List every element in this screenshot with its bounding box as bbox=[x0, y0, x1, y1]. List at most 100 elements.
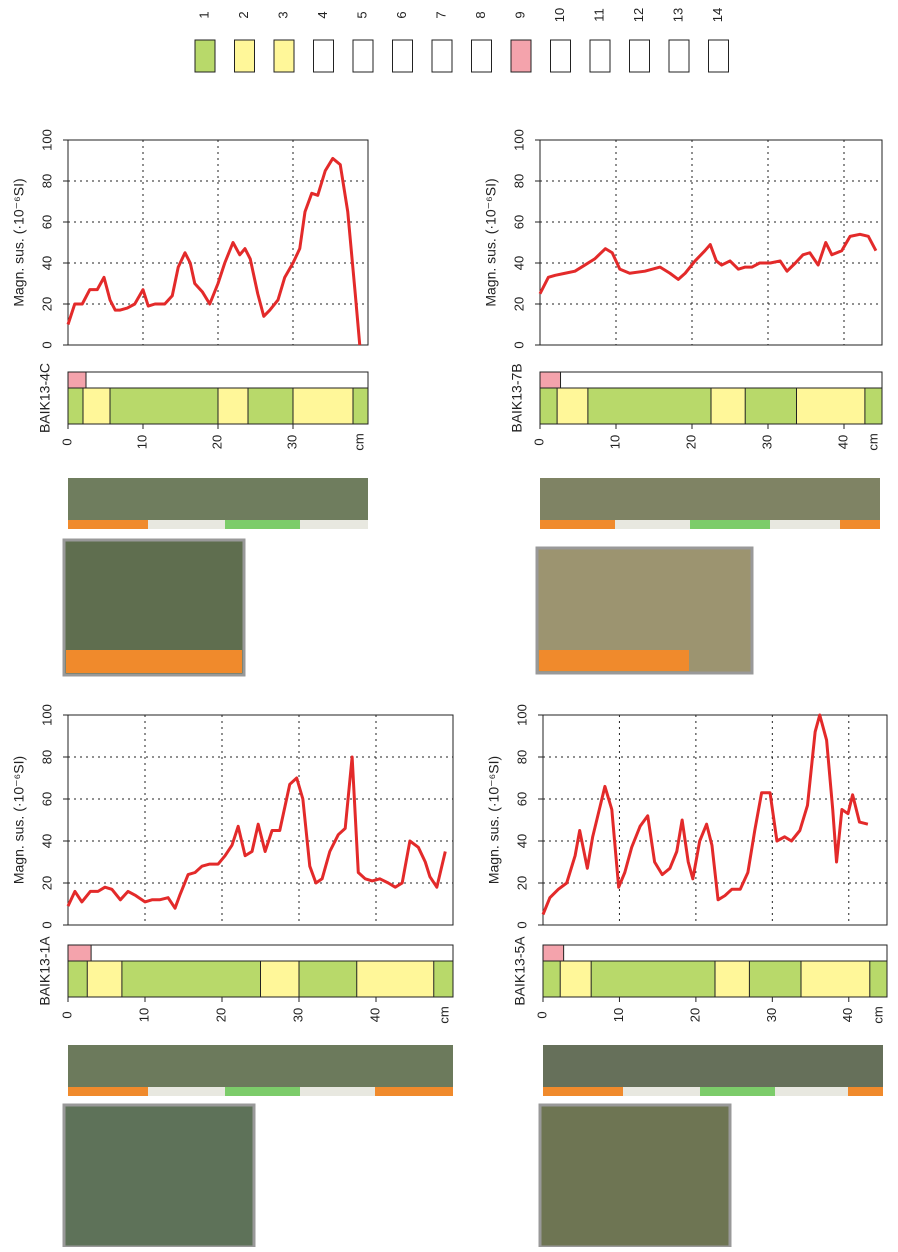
y-tick-label: 20 bbox=[39, 876, 54, 890]
y-axis-label: Magn. sus. (·10⁻⁶SI) bbox=[11, 178, 27, 306]
legend-swatch bbox=[708, 39, 729, 73]
lithology-sand bbox=[356, 960, 435, 998]
data-line bbox=[538, 232, 878, 295]
lithology-top bbox=[67, 371, 369, 389]
data-line bbox=[541, 713, 869, 916]
y-tick-label: 80 bbox=[511, 174, 526, 188]
y-axis-label: Magn. sus. (·10⁻⁶SI) bbox=[486, 756, 502, 884]
legend-label: 14 bbox=[710, 8, 725, 22]
y-tick-label: 100 bbox=[39, 129, 54, 151]
y-tick-label: 20 bbox=[514, 876, 529, 890]
lithology-sand bbox=[217, 387, 249, 425]
legend-label: 11 bbox=[591, 8, 606, 22]
plot-frame bbox=[542, 714, 888, 926]
legend-label: 8 bbox=[473, 11, 488, 18]
core-photos bbox=[62, 478, 883, 1249]
lithology-sand bbox=[714, 960, 750, 998]
y-tick-label: 60 bbox=[511, 215, 526, 229]
x-tick-label: 40 bbox=[840, 1008, 855, 1022]
y-tick-label: 40 bbox=[514, 834, 529, 848]
legend-swatch bbox=[629, 39, 650, 73]
lithology-sand bbox=[710, 387, 746, 425]
y-tick-label: 0 bbox=[39, 341, 54, 348]
core-name: BAIK13-4C bbox=[37, 363, 53, 433]
plot-frame bbox=[539, 139, 883, 346]
legend-label: 7 bbox=[433, 11, 448, 18]
legend-swatch bbox=[550, 39, 571, 73]
y-tick-label: 100 bbox=[514, 704, 529, 726]
y-axis-label: Magn. sus. (·10⁻⁶SI) bbox=[11, 756, 27, 884]
legend-swatch bbox=[194, 39, 216, 73]
legend-swatch bbox=[392, 39, 413, 73]
y-tick-label: 60 bbox=[39, 215, 54, 229]
legend-label: 13 bbox=[670, 8, 685, 22]
lithology-pink bbox=[539, 371, 562, 389]
legend-label: 3 bbox=[275, 11, 290, 18]
x-tick-label: 30 bbox=[290, 1008, 305, 1022]
x-unit: cm bbox=[870, 1006, 885, 1023]
lithology-sand bbox=[260, 960, 300, 998]
y-tick-label: 60 bbox=[39, 792, 54, 806]
y-tick-label: 0 bbox=[39, 921, 54, 928]
core-name: BAIK13-5A bbox=[512, 936, 528, 1006]
legend-label: 5 bbox=[354, 11, 369, 18]
y-tick-label: 100 bbox=[511, 129, 526, 151]
legend-swatch bbox=[352, 39, 374, 73]
x-tick-label: 20 bbox=[209, 435, 224, 449]
legend-swatch bbox=[668, 39, 690, 73]
lithology-sand bbox=[82, 387, 111, 425]
y-tick-label: 80 bbox=[514, 750, 529, 764]
lithology-top bbox=[539, 371, 883, 389]
lithology-pink bbox=[542, 944, 565, 962]
legend-label: 10 bbox=[552, 8, 567, 22]
legend-label: 12 bbox=[631, 8, 646, 22]
x-tick-label: 10 bbox=[611, 1008, 626, 1022]
lithology-sand bbox=[556, 387, 589, 425]
y-tick-label: 40 bbox=[39, 834, 54, 848]
core-name: BAIK13-7B bbox=[509, 363, 525, 432]
lithology-top bbox=[67, 944, 454, 962]
x-tick-label: 0 bbox=[531, 438, 546, 445]
lithology-sand bbox=[559, 960, 592, 998]
lithology-top bbox=[542, 944, 888, 962]
lithology-pink bbox=[67, 371, 87, 389]
legend-swatch bbox=[510, 39, 532, 73]
lithology-sand bbox=[86, 960, 123, 998]
y-axis-label: Magn. sus. (·10⁻⁶SI) bbox=[483, 178, 499, 306]
legend-swatch bbox=[431, 39, 453, 73]
legend-label: 2 bbox=[236, 11, 251, 18]
x-tick-label: 20 bbox=[687, 1008, 702, 1022]
y-tick-label: 0 bbox=[511, 341, 526, 348]
legend-swatch bbox=[471, 39, 492, 73]
y-tick-label: 60 bbox=[514, 792, 529, 806]
x-tick-label: 20 bbox=[683, 435, 698, 449]
x-tick-label: 40 bbox=[835, 435, 850, 449]
x-tick-label: 30 bbox=[759, 435, 774, 449]
x-tick-label: 10 bbox=[607, 435, 622, 449]
y-tick-label: 20 bbox=[511, 297, 526, 311]
y-tick-label: 0 bbox=[514, 921, 529, 928]
x-tick-label: 40 bbox=[367, 1008, 382, 1022]
legend-swatch bbox=[234, 39, 255, 73]
x-tick-label: 20 bbox=[213, 1008, 228, 1022]
y-tick-label: 20 bbox=[39, 297, 54, 311]
y-tick-label: 80 bbox=[39, 750, 54, 764]
y-tick-label: 40 bbox=[39, 256, 54, 270]
x-tick-label: 30 bbox=[284, 435, 299, 449]
data-line bbox=[66, 755, 447, 910]
core-name: BAIK13-1A bbox=[37, 936, 53, 1006]
legend-swatch bbox=[273, 39, 295, 73]
x-unit: cm bbox=[351, 433, 366, 450]
x-unit: cm bbox=[436, 1006, 451, 1023]
legend-swatch bbox=[313, 39, 334, 73]
legend-label: 4 bbox=[315, 11, 330, 18]
x-tick-label: 30 bbox=[764, 1008, 779, 1022]
y-tick-label: 40 bbox=[511, 256, 526, 270]
x-tick-label: 0 bbox=[59, 438, 74, 445]
x-tick-label: 10 bbox=[134, 435, 149, 449]
y-tick-label: 100 bbox=[39, 704, 54, 726]
lithology-sand bbox=[292, 387, 354, 425]
lithology-sand bbox=[796, 387, 866, 425]
lithology-sand bbox=[800, 960, 871, 998]
